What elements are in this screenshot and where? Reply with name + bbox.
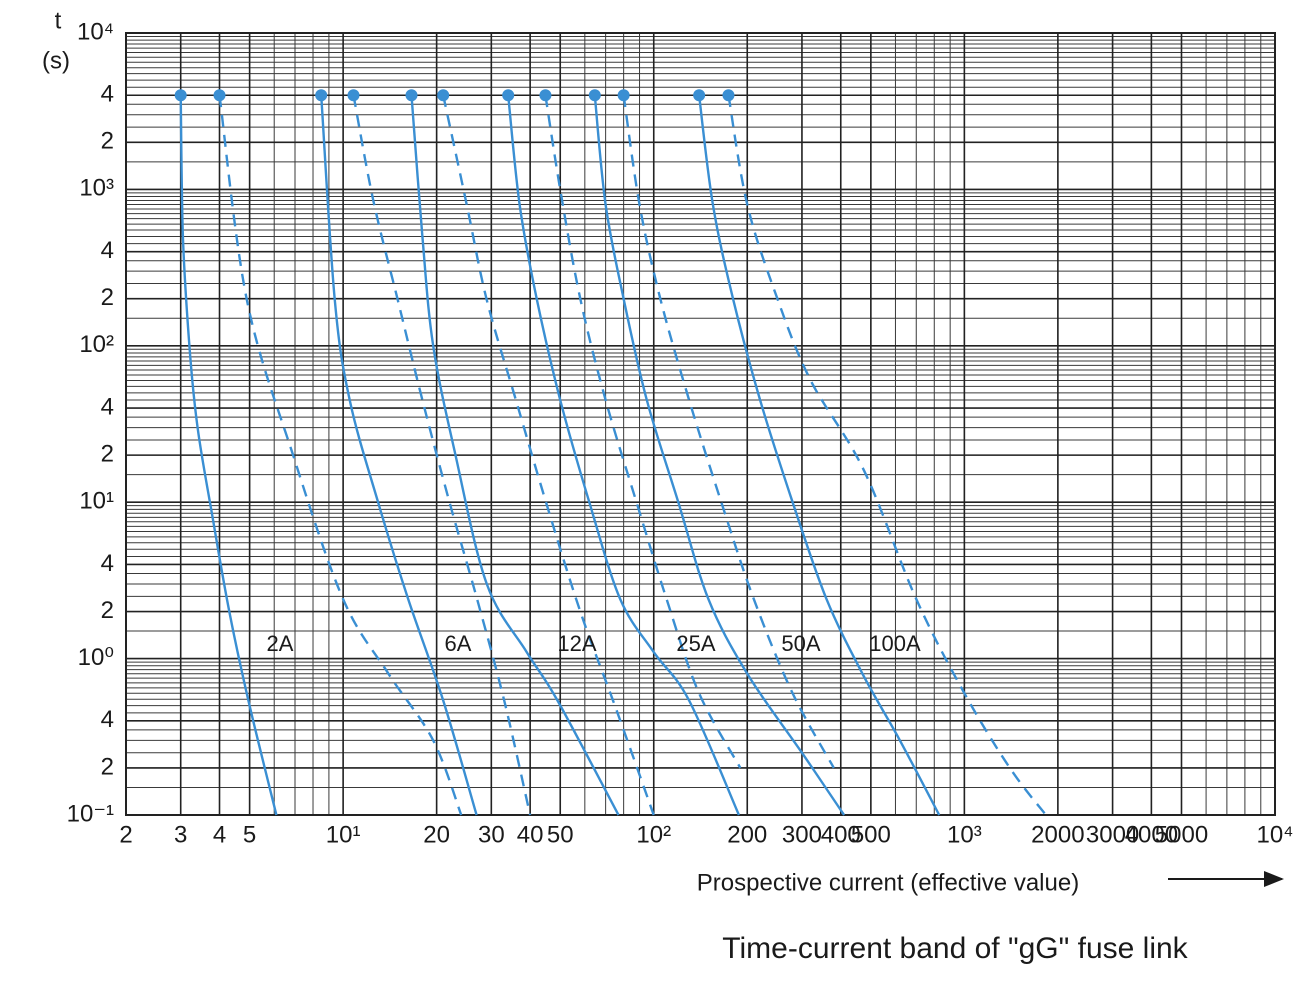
curves <box>174 89 1047 816</box>
y-tick-label: 4 <box>101 393 114 420</box>
x-tick-label: 40 <box>517 821 544 848</box>
curve-start-dot <box>588 89 601 102</box>
curve-start-dot <box>539 89 552 102</box>
curve-start-dot <box>347 89 360 102</box>
curve-max <box>218 95 463 816</box>
x-tick-label: 50 <box>547 821 574 848</box>
x-tick-label: 2000 <box>1031 821 1084 848</box>
x-tick-label: 200 <box>727 821 767 848</box>
y-tick-label: 2 <box>101 753 114 780</box>
x-tick-label: 4 <box>213 821 226 848</box>
y-tick-label: 10³ <box>79 175 114 202</box>
curve-start-dot <box>174 89 187 102</box>
x-tick-label: 10¹ <box>326 821 361 848</box>
x-tick-label: 3000 <box>1086 821 1139 848</box>
y-tick-label: 4 <box>101 706 114 733</box>
x-tick-label: 30 <box>478 821 505 848</box>
y-tick-label: 2 <box>101 597 114 624</box>
curve-start-dot <box>213 89 226 102</box>
y-tick-label: 10⁻¹ <box>67 800 114 827</box>
curve-min <box>179 95 278 816</box>
x-tick-label: 10² <box>636 821 671 848</box>
y-tick-label: 4 <box>101 237 114 264</box>
curve-min <box>320 95 478 816</box>
series-label: 50A <box>781 631 820 656</box>
y-axis-unit: (s) <box>42 47 70 74</box>
plot-frame <box>125 32 1276 816</box>
x-tick-label: 4000 <box>1125 821 1178 848</box>
y-tick-label: 2 <box>101 128 114 155</box>
x-tick-label: 2 <box>119 821 132 848</box>
grid <box>125 32 1276 816</box>
curve-min <box>593 95 846 816</box>
curve-start-dot <box>405 89 418 102</box>
series-label: 25A <box>676 631 715 656</box>
x-tick-label: 20 <box>423 821 450 848</box>
curve-max <box>352 94 532 816</box>
curve-max <box>727 94 1047 816</box>
curve-start-dot <box>722 89 735 102</box>
x-tick-label: 500 <box>851 821 891 848</box>
curve-min <box>697 95 941 816</box>
series-label: 100A <box>869 631 921 656</box>
curve-max <box>544 95 742 769</box>
x-tick-label: 5000 <box>1155 821 1208 848</box>
y-tick-label: 10⁰ <box>78 644 114 671</box>
y-tick-label: 10⁴ <box>77 18 114 45</box>
series-label: 6A <box>445 631 472 656</box>
y-tick-label: 10² <box>79 331 114 358</box>
x-tick-label: 10³ <box>947 821 982 848</box>
x-tick-label: 5 <box>243 821 256 848</box>
chart-title: Time-current band of "gG" fuse link <box>722 932 1188 965</box>
curve-start-dot <box>437 89 450 102</box>
y-tick-label: 4 <box>101 550 114 577</box>
series-label: 12A <box>557 631 596 656</box>
x-tick-label: 10⁴ <box>1256 821 1293 848</box>
y-tick-label: 2 <box>101 284 114 311</box>
curve-max <box>622 95 835 769</box>
series-label: 2A <box>267 631 294 656</box>
curve-start-dot <box>693 89 706 102</box>
y-tick-label: 4 <box>101 81 114 108</box>
curve-start-dot <box>315 89 328 102</box>
x-tick-label: 300 <box>782 821 822 848</box>
curve-min <box>507 95 741 816</box>
x-tick-label: 400 <box>821 821 861 848</box>
y-tick-label: 10¹ <box>79 488 114 515</box>
y-tick-label: 2 <box>101 440 114 467</box>
x-axis-label: Prospective current (effective value) <box>697 869 1079 896</box>
curve-start-dot <box>617 89 630 102</box>
curve-start-dot <box>502 89 515 102</box>
x-tick-label: 3 <box>174 821 187 848</box>
curve-max <box>442 94 655 816</box>
curve-min <box>410 95 620 816</box>
y-axis-label: t <box>55 7 62 34</box>
